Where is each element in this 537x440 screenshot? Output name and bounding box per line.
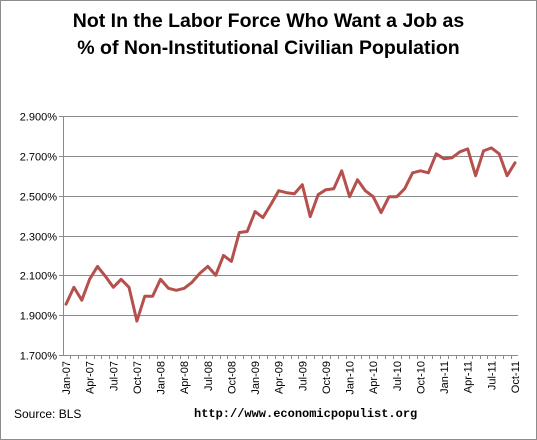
x-tick-label: Oct-09 xyxy=(321,361,333,394)
data-point xyxy=(301,183,304,186)
data-point xyxy=(285,191,288,194)
chart-title-line-2: % of Non-Institutional Civilian Populati… xyxy=(77,37,460,59)
source-label: Source: BLS xyxy=(14,407,82,421)
data-point xyxy=(104,275,107,278)
data-point xyxy=(222,254,225,257)
data-point xyxy=(372,195,375,198)
data-point xyxy=(403,187,406,190)
data-point xyxy=(356,178,359,181)
data-point xyxy=(474,174,477,177)
x-tick-label: Oct-11 xyxy=(510,361,522,393)
data-point xyxy=(72,286,76,289)
x-tick-label: Jan-07 xyxy=(61,361,73,395)
data-point xyxy=(238,231,241,234)
data-point xyxy=(450,156,454,159)
x-tick-label: Apr-10 xyxy=(368,361,380,394)
x-tick-label: Jul-10 xyxy=(392,361,404,391)
x-tick-label: Jan-09 xyxy=(250,361,262,395)
series-line xyxy=(64,146,517,323)
data-point xyxy=(88,278,91,281)
x-tick-label: Oct-08 xyxy=(226,361,238,394)
data-point xyxy=(159,278,162,281)
chart-title-line-1: Not In the Labor Force Who Want a Job as xyxy=(72,10,465,32)
data-point xyxy=(293,192,296,195)
x-tick-label: Jul-07 xyxy=(108,361,120,391)
data-point xyxy=(198,272,202,275)
data-point xyxy=(151,295,154,298)
x-tick-label: Jan-11 xyxy=(439,361,451,394)
data-point xyxy=(190,281,194,284)
data-point xyxy=(96,265,99,268)
data-point xyxy=(316,193,320,196)
data-point xyxy=(490,146,493,150)
site-url[interactable]: http://www.economicpopulist.org xyxy=(194,407,418,421)
y-tick-label: 2.500% xyxy=(20,192,58,204)
data-point xyxy=(230,260,233,263)
series xyxy=(64,146,517,323)
y-tick-label: 2.300% xyxy=(20,232,58,244)
data-point xyxy=(143,295,146,298)
x-tick-label: Jul-11 xyxy=(486,361,498,390)
data-point xyxy=(411,171,414,174)
data-point xyxy=(277,189,280,192)
data-point xyxy=(127,286,131,289)
y-tick-label: 2.100% xyxy=(20,271,58,283)
data-point xyxy=(348,195,351,198)
data-point xyxy=(183,287,186,290)
data-point xyxy=(435,152,438,155)
y-tick-label: 1.900% xyxy=(20,311,58,323)
chart-title: Not In the Labor Force Who Want a Job as… xyxy=(0,8,537,62)
x-tick-label: Apr-09 xyxy=(274,361,286,394)
x-tick-label: Jan-08 xyxy=(156,361,168,395)
data-point xyxy=(261,216,265,219)
data-point xyxy=(119,278,123,281)
data-point xyxy=(340,169,343,172)
x-tick-label: Oct-10 xyxy=(415,361,427,394)
data-point xyxy=(112,286,115,289)
x-tick-label: Apr-07 xyxy=(85,361,97,394)
data-point xyxy=(206,265,209,268)
data-point xyxy=(269,203,272,206)
data-point xyxy=(135,319,139,323)
data-point xyxy=(246,230,249,233)
y-tick-label: 2.900% xyxy=(20,112,58,124)
data-point xyxy=(427,171,430,174)
x-tick-label: Oct-07 xyxy=(132,361,144,394)
data-point xyxy=(175,289,178,292)
data-point xyxy=(498,152,501,155)
data-point xyxy=(214,274,217,277)
data-point xyxy=(505,174,509,177)
data-point xyxy=(458,150,462,153)
axes xyxy=(59,116,518,359)
y-tick-label: 1.700% xyxy=(20,351,58,363)
data-point xyxy=(395,195,398,198)
data-point xyxy=(442,157,446,160)
x-tick-label: Apr-08 xyxy=(179,361,191,394)
x-tick-label: Jul-09 xyxy=(297,361,309,391)
y-tick-label: 2.700% xyxy=(20,152,58,164)
data-point xyxy=(324,188,328,191)
gridlines xyxy=(63,116,518,316)
data-point xyxy=(167,287,170,290)
data-point xyxy=(80,299,84,302)
data-point xyxy=(419,169,422,172)
data-point xyxy=(309,215,312,218)
data-point xyxy=(379,211,383,214)
x-tick-label: Apr-11 xyxy=(463,361,475,393)
data-point xyxy=(387,195,391,198)
x-tick-label: Jul-08 xyxy=(203,361,215,391)
data-point xyxy=(364,189,367,192)
data-point xyxy=(332,187,335,190)
data-point xyxy=(466,147,469,151)
data-point xyxy=(482,149,485,153)
x-tick-label: Jan-10 xyxy=(345,361,357,395)
data-point xyxy=(64,303,68,306)
tick-labels: 1.700% 1.900% 2.100% 2.300% 2.500% 2.700% 2.90… xyxy=(20,112,522,395)
data-point xyxy=(253,210,257,213)
data-point xyxy=(513,161,517,164)
